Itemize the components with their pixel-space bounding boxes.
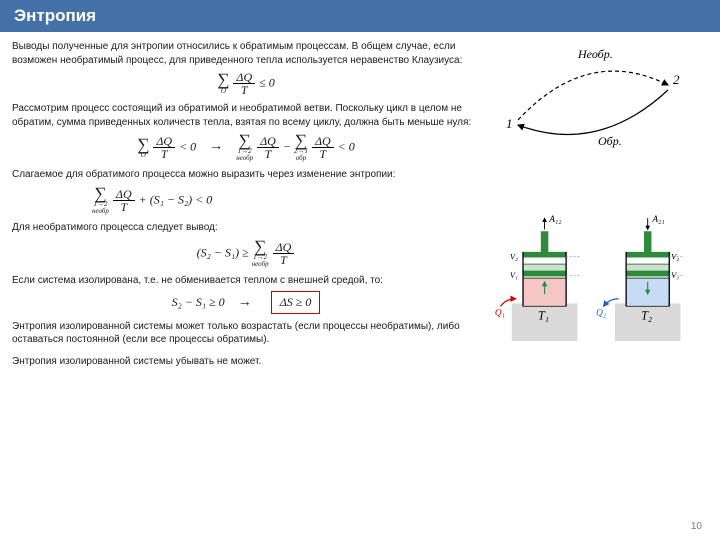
svg-text:A₁₂: A₁₂: [548, 215, 562, 225]
content: Выводы полученные для энтропии относилис…: [0, 32, 720, 370]
paragraph-5: Если система изолирована, т.е. не обмени…: [12, 274, 480, 288]
pistons-diagram: T₁ V₂ V₁ A₁₂ Q₁ T₂ V₂ V₁ A₂₁: [488, 205, 708, 355]
boxed-result: ΔS ≥ 0: [271, 291, 321, 313]
svg-text:Q₁: Q₁: [495, 309, 505, 319]
svg-text:Q₂: Q₂: [596, 309, 607, 319]
page-number: 10: [691, 521, 702, 532]
figures-column: Необр. Обр. 1 2 T₁ V₂ V₁: [480, 40, 708, 370]
svg-text:A₂₁: A₂₁: [651, 215, 664, 225]
formula-irreversible: (S₂ − S₁) ≥ ∑1→2необр ΔQT: [12, 239, 480, 268]
formula-entropy-sub: ∑1→2необр ΔQT + (S₁ − S₂) < 0: [12, 186, 480, 215]
svg-text:V₁: V₁: [510, 270, 518, 280]
page-title: Энтропия: [14, 6, 96, 25]
formula-cycle: ∑O ΔQT < 0 → ∑1→2необр ΔQT − ∑2→1обр ΔQT…: [12, 133, 480, 162]
paragraph-6: Энтропия изолированной системы может тол…: [12, 320, 480, 347]
cycle-point-2: 2: [673, 72, 680, 87]
cycle-top-label: Необр.: [577, 47, 613, 61]
formula-isolated: S₂ − S₁ ≥ 0 → ΔS ≥ 0: [12, 291, 480, 313]
formula-clausius: ∑O ΔQT ≤ 0: [12, 71, 480, 96]
paragraph-7: Энтропия изолированной системы убывать н…: [12, 355, 480, 369]
svg-text:V₂: V₂: [510, 251, 518, 261]
paragraph-4: Для необратимого процесса следует вывод:: [12, 221, 480, 235]
svg-text:V₂: V₂: [671, 251, 679, 261]
cycle-diagram: Необр. Обр. 1 2: [488, 40, 688, 160]
title-bar: Энтропия: [0, 0, 720, 32]
cycle-point-1: 1: [506, 116, 513, 131]
svg-text:V₁: V₁: [671, 270, 679, 280]
paragraph-1: Выводы полученные для энтропии относилис…: [12, 40, 480, 67]
svg-text:T₁: T₁: [538, 308, 549, 322]
paragraph-2: Рассмотрим процесс состоящий из обратимо…: [12, 102, 480, 129]
cycle-bottom-label: Обр.: [598, 134, 622, 148]
svg-text:T₂: T₂: [641, 308, 652, 322]
paragraph-3: Слагаемое для обратимого процесса можно …: [12, 168, 480, 182]
text-column: Выводы полученные для энтропии относилис…: [12, 40, 480, 370]
